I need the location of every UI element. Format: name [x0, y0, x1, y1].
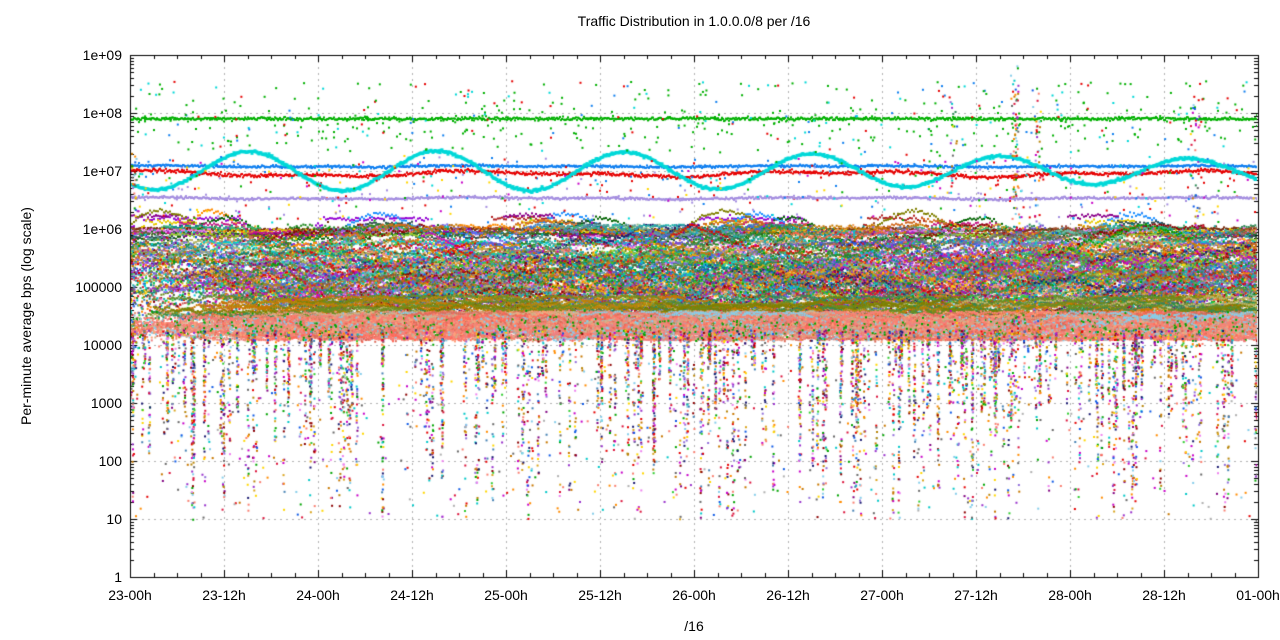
- x-tick-label: 24-12h: [390, 587, 434, 603]
- x-tick-label: 25-00h: [484, 587, 528, 603]
- y-tick-label: 10: [106, 511, 122, 527]
- y-tick-label: 100000: [75, 279, 122, 295]
- x-tick-label: 23-12h: [202, 587, 246, 603]
- x-tick-label: 23-00h: [108, 587, 152, 603]
- y-tick-label: 1e+07: [82, 163, 122, 179]
- x-axis-label: /16: [684, 618, 704, 634]
- x-tick-label: 24-00h: [296, 587, 340, 603]
- x-tick-label: 28-00h: [1048, 587, 1092, 603]
- y-tick-label: 1000: [90, 395, 122, 411]
- x-tick-label: 25-12h: [578, 587, 622, 603]
- y-tick-label: 1: [114, 569, 122, 585]
- x-tick-label: 27-00h: [860, 587, 904, 603]
- y-tick-label: 1e+08: [82, 105, 122, 121]
- y-tick-label: 100: [98, 453, 122, 469]
- y-tick-label: 10000: [83, 337, 122, 353]
- x-tick-label: 26-12h: [766, 587, 810, 603]
- x-tick-label: 27-12h: [954, 587, 998, 603]
- x-tick-label: 28-12h: [1142, 587, 1186, 603]
- x-tick-label: 01-00h: [1236, 587, 1280, 603]
- y-tick-label: 1e+06: [82, 221, 122, 237]
- y-tick-label: 1e+09: [82, 47, 122, 63]
- chart-title: Traffic Distribution in 1.0.0.0/8 per /1…: [577, 13, 811, 29]
- x-tick-label: 26-00h: [672, 587, 716, 603]
